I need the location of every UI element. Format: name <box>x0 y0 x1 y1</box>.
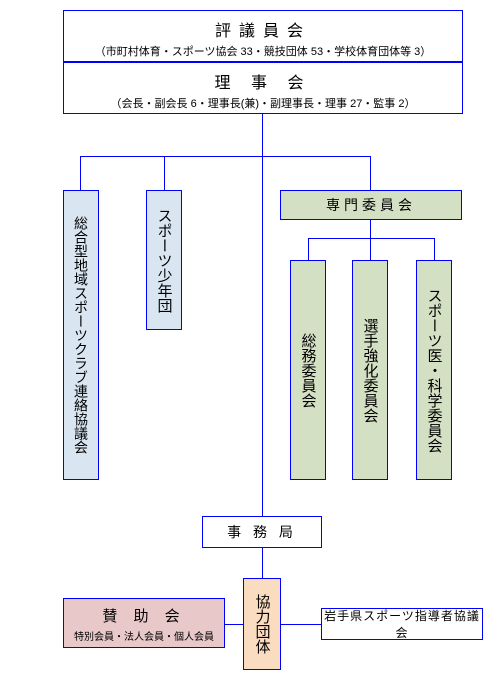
regional-club-box: 総合型地域スポーツクラブ連絡協議会 <box>63 190 99 480</box>
board-box: 理 事 会 （会長・副会長 6・理事長(兼)・副理事長・理事 27・監事 2） <box>63 62 463 114</box>
councilors-title: 評議員会 <box>64 11 462 41</box>
office-box: 事 務 局 <box>202 516 322 548</box>
sponsor-box: 賛 助 会 特別会員・法人会員・個人会員 <box>63 598 225 648</box>
line-comm-down <box>370 220 371 238</box>
regional-club-label: 総合型地域スポーツクラブ連絡協議会 <box>64 191 98 479</box>
youth-sports-label: スポーツ少年団 <box>147 191 181 329</box>
line-comm-1 <box>308 238 309 260</box>
committee-item-1-box: 総務委員会 <box>290 260 326 480</box>
line-to-left1 <box>80 156 81 190</box>
committee-item-2-label: 選手強化委員会 <box>353 261 387 479</box>
committee-item-3-box: スポーツ医・科学委員会 <box>416 260 452 480</box>
line-to-left2 <box>164 156 165 190</box>
assoc-label: 岩手県スポーツ指導者協議会 <box>322 609 482 639</box>
sponsor-sub: 特別会員・法人会員・個人会員 <box>64 626 224 643</box>
line-to-committee <box>370 156 371 190</box>
committee-item-1-label: 総務委員会 <box>291 261 325 479</box>
committee-header-box: 専門委員会 <box>280 190 462 220</box>
line-comm-h <box>308 238 434 239</box>
line-comm-2 <box>370 238 371 260</box>
councilors-box: 評議員会 （市町村体育・スポーツ協会 33・競技団体 53・学校体育団体等 3） <box>63 10 463 62</box>
line-coop-right <box>281 624 321 625</box>
assoc-box: 岩手県スポーツ指導者協議会 <box>321 608 483 640</box>
board-sub: （会長・副会長 6・理事長(兼)・副理事長・理事 27・監事 2） <box>64 93 462 117</box>
committee-item-3-label: スポーツ医・科学委員会 <box>417 261 451 479</box>
line-coop-left <box>225 624 243 625</box>
line-comm-3 <box>434 238 435 260</box>
coop-label: 協力団体 <box>244 579 280 669</box>
sponsor-title: 賛 助 会 <box>64 599 224 626</box>
board-title: 理 事 会 <box>64 63 462 93</box>
line-center-v <box>262 156 263 516</box>
committee-item-2-box: 選手強化委員会 <box>352 260 388 480</box>
coop-box: 協力団体 <box>243 578 281 670</box>
youth-sports-box: スポーツ少年団 <box>146 190 182 330</box>
line-main-v <box>262 114 263 156</box>
line-office-down <box>262 548 263 578</box>
line-main-h <box>80 156 370 157</box>
committee-header-label: 専門委員会 <box>281 191 461 219</box>
office-label: 事 務 局 <box>203 517 321 547</box>
